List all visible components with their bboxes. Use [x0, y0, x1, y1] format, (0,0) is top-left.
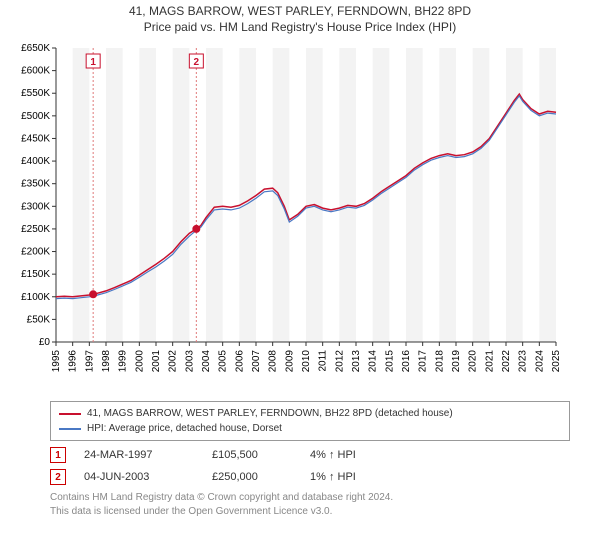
- legend: 41, MAGS BARROW, WEST PARLEY, FERNDOWN, …: [50, 401, 570, 441]
- svg-text:2000: 2000: [134, 350, 145, 373]
- svg-text:1998: 1998: [101, 350, 112, 373]
- svg-text:1996: 1996: [68, 350, 79, 373]
- sale-price-2: £250,000: [212, 471, 292, 483]
- svg-text:2002: 2002: [168, 350, 179, 373]
- legend-swatch-hpi: [59, 428, 81, 430]
- sale-marker-1: 1: [50, 447, 66, 463]
- svg-text:2022: 2022: [501, 350, 512, 373]
- sale-delta-2: 1% ↑ HPI: [310, 471, 400, 483]
- svg-text:2: 2: [194, 57, 200, 68]
- svg-text:2020: 2020: [468, 350, 479, 373]
- svg-text:2001: 2001: [151, 350, 162, 373]
- sales-table: 1 24-MAR-1997 £105,500 4% ↑ HPI 2 04-JUN…: [50, 447, 570, 485]
- svg-text:2025: 2025: [551, 350, 562, 373]
- svg-text:2011: 2011: [318, 350, 329, 372]
- svg-text:2016: 2016: [401, 350, 412, 373]
- svg-text:1997: 1997: [84, 350, 95, 373]
- svg-text:2014: 2014: [368, 350, 379, 373]
- legend-row-property: 41, MAGS BARROW, WEST PARLEY, FERNDOWN, …: [59, 406, 561, 421]
- svg-text:2003: 2003: [184, 350, 195, 373]
- svg-text:1995: 1995: [51, 350, 62, 373]
- svg-text:2007: 2007: [251, 350, 262, 373]
- svg-text:2006: 2006: [234, 350, 245, 373]
- svg-text:2017: 2017: [418, 350, 429, 373]
- svg-text:2021: 2021: [484, 350, 495, 373]
- title-subtitle: Price paid vs. HM Land Registry's House …: [0, 20, 600, 34]
- svg-text:£600K: £600K: [21, 66, 50, 77]
- sale-marker-2: 2: [50, 469, 66, 485]
- svg-text:£350K: £350K: [21, 179, 50, 190]
- sale-delta-1: 4% ↑ HPI: [310, 449, 400, 461]
- svg-text:£250K: £250K: [21, 224, 50, 235]
- svg-text:2008: 2008: [268, 350, 279, 373]
- sales-row-2: 2 04-JUN-2003 £250,000 1% ↑ HPI: [50, 469, 570, 485]
- svg-text:£0: £0: [39, 337, 51, 348]
- svg-text:2013: 2013: [351, 350, 362, 373]
- chart-svg: £0 £50K £100K £150K £200K £250K £300K £350K £400…: [8, 40, 568, 390]
- svg-text:2012: 2012: [334, 350, 345, 373]
- svg-text:2024: 2024: [534, 350, 545, 373]
- legend-swatch-property: [59, 413, 81, 415]
- svg-text:£300K: £300K: [21, 201, 50, 212]
- svg-text:2004: 2004: [201, 350, 212, 373]
- svg-text:£50K: £50K: [27, 314, 51, 325]
- legend-label-property: 41, MAGS BARROW, WEST PARLEY, FERNDOWN, …: [87, 406, 453, 421]
- svg-text:£400K: £400K: [21, 156, 50, 167]
- title-address: 41, MAGS BARROW, WEST PARLEY, FERNDOWN, …: [0, 4, 600, 18]
- chart: £0 £50K £100K £150K £200K £250K £300K £350K £400…: [8, 40, 584, 393]
- svg-text:2005: 2005: [218, 350, 229, 373]
- svg-text:£150K: £150K: [21, 269, 50, 280]
- page: 41, MAGS BARROW, WEST PARLEY, FERNDOWN, …: [0, 0, 600, 560]
- sales-row-1: 1 24-MAR-1997 £105,500 4% ↑ HPI: [50, 447, 570, 463]
- svg-text:2015: 2015: [384, 350, 395, 373]
- svg-text:1999: 1999: [118, 350, 129, 373]
- svg-text:£500K: £500K: [21, 111, 50, 122]
- legend-label-hpi: HPI: Average price, detached house, Dors…: [87, 421, 282, 436]
- svg-text:£550K: £550K: [21, 88, 50, 99]
- sale-date-1: 24-MAR-1997: [84, 449, 194, 461]
- footer-line2: This data is licensed under the Open Gov…: [50, 505, 570, 519]
- svg-text:2018: 2018: [434, 350, 445, 373]
- svg-text:1: 1: [90, 57, 96, 68]
- svg-text:2009: 2009: [284, 350, 295, 373]
- svg-text:£450K: £450K: [21, 133, 50, 144]
- svg-text:2023: 2023: [518, 350, 529, 373]
- sale-date-2: 04-JUN-2003: [84, 471, 194, 483]
- svg-text:£200K: £200K: [21, 247, 50, 258]
- legend-row-hpi: HPI: Average price, detached house, Dors…: [59, 421, 561, 436]
- svg-text:2010: 2010: [301, 350, 312, 373]
- svg-text:2019: 2019: [451, 350, 462, 373]
- footer: Contains HM Land Registry data © Crown c…: [50, 491, 570, 518]
- sale-price-1: £105,500: [212, 449, 292, 461]
- title-block: 41, MAGS BARROW, WEST PARLEY, FERNDOWN, …: [0, 0, 600, 34]
- svg-text:£650K: £650K: [21, 43, 50, 54]
- footer-line1: Contains HM Land Registry data © Crown c…: [50, 491, 570, 505]
- svg-text:£100K: £100K: [21, 292, 50, 303]
